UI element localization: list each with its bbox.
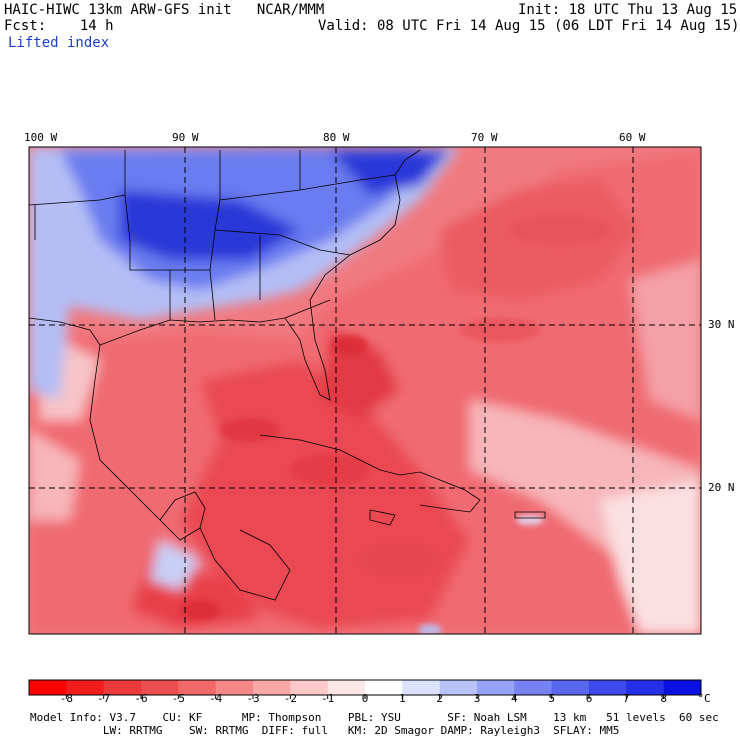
- init-time: Init: 18 UTC Thu 13 Aug 15: [518, 2, 738, 18]
- colorbar-swatch: [402, 680, 441, 695]
- lon-label-90w: 90 W: [172, 131, 199, 144]
- colorbar-swatch: [141, 680, 179, 695]
- colorbar-swatch: [365, 680, 403, 695]
- colorbar-tick-label: -1: [321, 692, 335, 705]
- colorbar-tick-label: 7: [623, 692, 630, 705]
- colorbar-tick-label: -4: [209, 692, 223, 705]
- colorbar-swatch: [103, 680, 142, 695]
- colorbar-tick-label: -2: [283, 692, 297, 705]
- lon-label-100w: 100 W: [24, 131, 58, 144]
- colorbar-swatch: [477, 680, 515, 695]
- forecast-hour: Fcst: 14 h: [4, 18, 114, 34]
- colorbar-tick-label: 0: [361, 692, 369, 705]
- colorbar-swatch: [327, 680, 366, 695]
- coastlines: [29, 149, 546, 601]
- lon-label-60w: 60 W: [619, 131, 646, 144]
- colorbar-tick-label: 1: [399, 692, 406, 705]
- field-name: Lifted index: [8, 35, 110, 51]
- model-info-line2: LW: RRTMG SW: RRTMG DIFF: full KM: 2D Sm…: [30, 724, 620, 737]
- colorbar-swatch: [290, 680, 329, 695]
- map-field: [29, 147, 701, 634]
- valid-time: Valid: 08 UTC Fri 14 Aug 15 (06 LDT Fri …: [318, 18, 740, 34]
- colorbar-swatch: [178, 680, 217, 695]
- model-info-line1: Model Info: V3.7 CU: KF MP: Thompson PBL…: [30, 711, 719, 724]
- colorbar-swatch: [589, 680, 627, 695]
- model-title: HAIC-HIWC 13km ARW-GFS init NCAR/MMM: [4, 2, 325, 18]
- colorbar: [28, 679, 702, 699]
- map-frame: [28, 146, 702, 635]
- colorbar-swatch: [514, 680, 553, 695]
- colorbar-swatch: [551, 680, 590, 695]
- colorbar-swatch: [215, 680, 254, 695]
- colorbar-tick-label: 4: [511, 692, 518, 705]
- colorbar-tick-label: -3: [246, 692, 260, 705]
- colorbar-tick-label: 5: [548, 692, 555, 705]
- colorbar-swatch: [253, 680, 291, 695]
- colorbar-tick-label: 8: [660, 692, 667, 705]
- lon-label-80w: 80 W: [323, 131, 350, 144]
- colorbar-swatch: [439, 680, 478, 695]
- colorbar-tick-label: 3: [473, 692, 481, 705]
- colorbar-tick-label: -6: [134, 692, 148, 705]
- colorbar-tick-label: -8: [59, 692, 73, 705]
- colorbar-swatch: [663, 680, 702, 695]
- graticule: [29, 147, 701, 634]
- colorbar-swatch: [29, 680, 67, 695]
- colorbar-unit: °C: [697, 692, 711, 705]
- colorbar-tick-label: 6: [585, 692, 593, 705]
- lat-label-30n: 30 N: [708, 318, 735, 331]
- colorbar-swatch: [66, 680, 105, 695]
- colorbar-tick-label: 2: [436, 692, 443, 705]
- colorbar-labels: -8 -7 -6 -5 -4 -3 -2 -1 0 1 2 3 4 5 6 7 8: [0, 692, 740, 708]
- lat-label-20n: 20 N: [708, 481, 735, 494]
- colorbar-swatch: [626, 680, 665, 695]
- colorbar-tick-label: -5: [171, 692, 185, 705]
- lon-label-70w: 70 W: [471, 131, 498, 144]
- colorbar-tick-label: -7: [97, 692, 111, 705]
